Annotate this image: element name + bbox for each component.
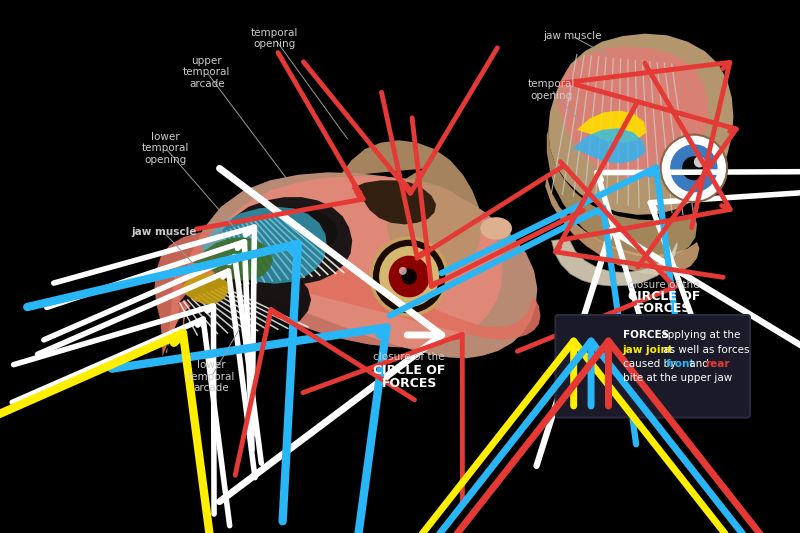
Text: jaw muscle: jaw muscle [131,228,197,237]
Polygon shape [545,176,699,275]
Circle shape [399,267,406,275]
Text: lower
temporal
arcade: lower temporal arcade [188,360,235,393]
Text: temporal
opening: temporal opening [528,79,575,101]
Circle shape [402,269,417,285]
Text: front: front [666,359,694,369]
Polygon shape [551,239,678,286]
Text: and: and [686,359,712,369]
Ellipse shape [480,217,512,240]
Text: CIRCLE OF: CIRCLE OF [628,290,700,303]
Text: CIRCLE OF: CIRCLE OF [373,364,446,377]
Circle shape [682,156,706,180]
Circle shape [661,135,727,202]
Text: upper
temporal
arcade: upper temporal arcade [183,55,230,88]
Polygon shape [182,176,502,348]
Text: FORCES: FORCES [636,302,691,315]
Text: closure of the: closure of the [628,279,699,289]
Text: jaw joint: jaw joint [622,345,674,354]
Polygon shape [548,34,734,215]
Circle shape [694,156,705,167]
Text: lower
temporal
opening: lower temporal opening [142,132,190,165]
Polygon shape [573,128,646,164]
Polygon shape [178,264,311,335]
Circle shape [371,238,447,315]
FancyBboxPatch shape [555,315,750,417]
Circle shape [670,144,718,192]
Polygon shape [546,130,697,257]
Polygon shape [557,46,708,179]
Text: FORCES: FORCES [622,330,669,340]
Polygon shape [257,207,338,253]
Polygon shape [180,272,229,304]
Polygon shape [577,111,646,143]
Polygon shape [166,172,538,358]
Circle shape [389,256,430,297]
Circle shape [379,246,439,307]
Text: FORCES: FORCES [382,377,437,390]
Polygon shape [154,231,541,357]
Polygon shape [201,207,327,284]
Text: jaw muscle: jaw muscle [543,31,602,41]
Polygon shape [194,237,273,280]
Text: caused by: caused by [622,359,679,369]
Text: rear: rear [705,359,730,369]
Text: applying at the: applying at the [658,330,741,340]
Text: temporal
opening: temporal opening [251,28,298,49]
Text: bite at the upper jaw: bite at the upper jaw [622,374,732,383]
Text: as well as forces: as well as forces [660,345,750,354]
Polygon shape [219,197,352,284]
Text: closure of the: closure of the [374,352,445,362]
Polygon shape [351,180,436,224]
Polygon shape [339,140,482,271]
